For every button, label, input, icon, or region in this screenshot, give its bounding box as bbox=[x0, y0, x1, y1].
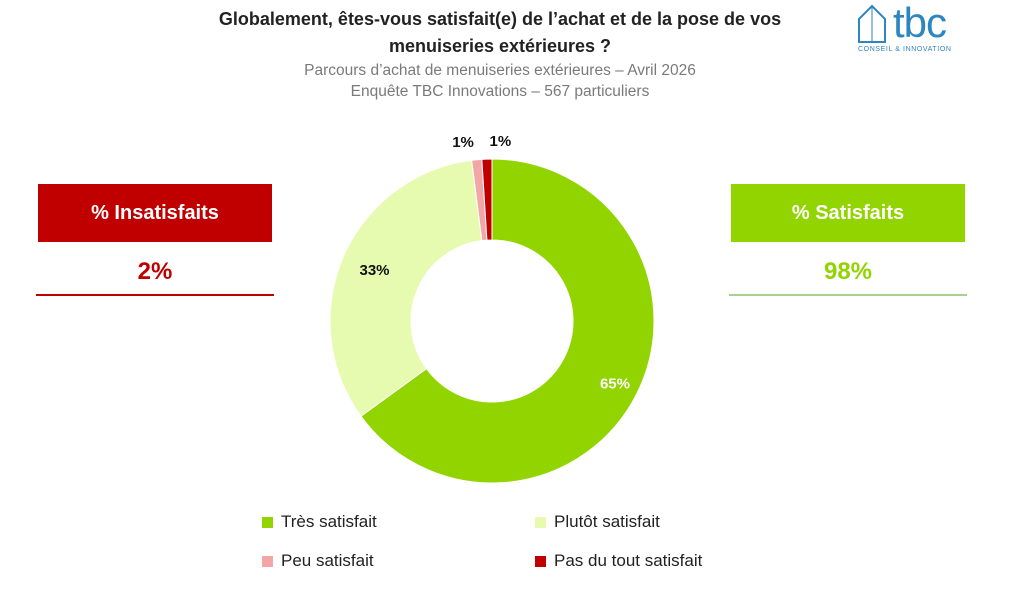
chart-title-line-2: menuiseries extérieures ? bbox=[388, 36, 612, 56]
satisfaits-value: 98% bbox=[823, 258, 873, 285]
legend-label: Plutôt satisfait bbox=[554, 512, 660, 531]
legend-swatch bbox=[535, 516, 546, 528]
donut-slice-4 bbox=[481, 158, 493, 241]
legend-item: Très satisfait bbox=[262, 512, 377, 532]
logo-tagline: CONSEIL & INNOVATION bbox=[858, 46, 952, 53]
legend-swatch bbox=[535, 555, 546, 567]
donut-slice-label-4: 1% bbox=[490, 133, 512, 150]
legend-swatch bbox=[262, 555, 273, 567]
subtitle-line-2: Enquête TBC Innovations – 567 particulie… bbox=[350, 83, 650, 100]
legend-item: Peu satisfait bbox=[262, 551, 374, 571]
logo-name: tbc bbox=[893, 0, 947, 46]
legend-item: Pas du tout satisfait bbox=[535, 551, 702, 571]
subtitle-line-1: Parcours d’achat de menuiseries extérieu… bbox=[304, 62, 696, 79]
insatisfaits-underline bbox=[36, 294, 274, 296]
legend-label: Peu satisfait bbox=[281, 551, 374, 570]
insatisfaits-value: 2% bbox=[137, 258, 173, 285]
house-outline-icon bbox=[858, 4, 886, 43]
chart-title-line-1: Globalement, êtes-vous satisfait(e) de l… bbox=[218, 9, 782, 29]
legend-label: Pas du tout satisfait bbox=[554, 551, 703, 570]
chart-subtitle: Parcours d’achat de menuiseries extérieu… bbox=[150, 60, 850, 102]
donut-slice-label-3: 1% bbox=[452, 134, 474, 151]
satisfaits-label-box: % Satisfaits bbox=[731, 184, 965, 242]
legend-swatch bbox=[262, 516, 273, 528]
donut-slice-label-2: 33% bbox=[360, 262, 390, 279]
legend-item: Plutôt satisfait bbox=[535, 512, 660, 532]
donut-slice-2 bbox=[329, 159, 483, 417]
donut-slice-label-1: 65% bbox=[600, 376, 630, 393]
insatisfaits-label-box: % Insatisfaits bbox=[38, 184, 272, 242]
chart-title: Globalement, êtes-vous satisfait(e) de l… bbox=[150, 6, 850, 60]
donut-slice-1 bbox=[360, 158, 655, 484]
legend-label: Très satisfait bbox=[281, 512, 377, 531]
satisfaits-underline bbox=[729, 294, 967, 296]
